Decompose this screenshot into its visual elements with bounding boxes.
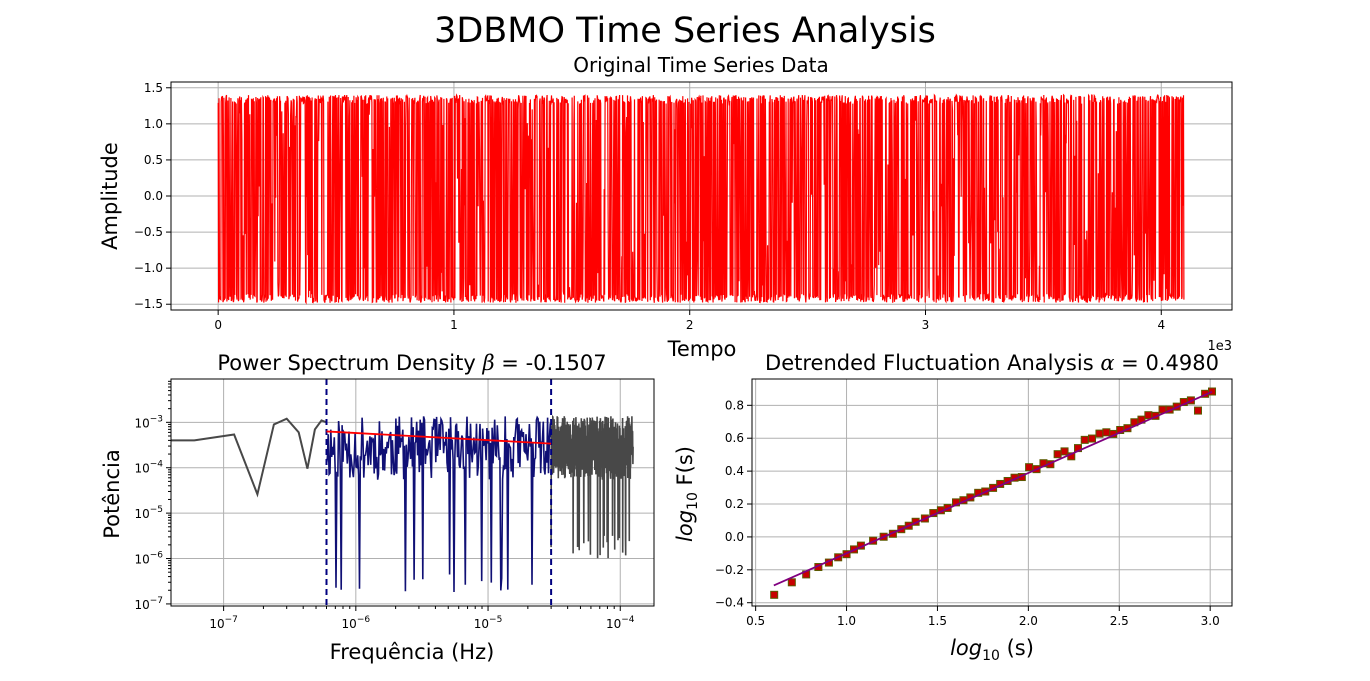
ts-xtick-label: 0 [214, 318, 222, 332]
time-series-title: Original Time Series Data [573, 53, 829, 77]
psd-fit-line [326, 430, 552, 445]
psd-ytick-label: 10−6 [134, 551, 163, 567]
psd-title: Power Spectrum Density β = -0.1507 [217, 351, 606, 375]
ts-ytick-label: −1.5 [134, 297, 163, 311]
psd-xtick-label: 10−7 [209, 615, 238, 631]
ts-ytick-label: 1.5 [144, 81, 163, 95]
dfa-grid [752, 379, 1232, 606]
psd-panel: Power Spectrum Density β = -0.1507 10−7 1… [100, 351, 655, 664]
dfa-title: Detrended Fluctuation Analysis α = 0.498… [765, 351, 1219, 375]
ts-ytick-label: 0.0 [144, 189, 163, 203]
psd-xtick-label: 10−5 [474, 615, 503, 631]
dfa-ytick-label: 0.6 [725, 431, 744, 445]
psd-xtick-label: 10−4 [606, 615, 635, 631]
dfa-marker [787, 578, 796, 587]
time-series-panel: Original Time Series Data 0 1 2 3 4 −1.5 −1.0 −… [98, 53, 1233, 361]
dfa-frame [751, 378, 1233, 607]
dfa-xtick-label: 0.5 [746, 614, 765, 628]
dfa-xtick-label: 2.0 [1019, 614, 1038, 628]
dfa-ylabel: log10 F(s) [673, 446, 701, 542]
ts-ytick-label: −1.0 [134, 261, 163, 275]
dfa-ytick-label: 0.0 [725, 530, 744, 544]
dfa-marker [1144, 411, 1153, 420]
dfa-marker [1194, 406, 1202, 415]
psd-fit-range-line [325, 415, 552, 593]
psd-ytick-label: 10−5 [134, 505, 163, 521]
dfa-xtick-label: 3.0 [1201, 614, 1220, 628]
dfa-xlabel: log10 (s) [950, 636, 1034, 664]
psd-lines [171, 379, 634, 606]
time-series-offset-text: 1e3 [1207, 339, 1232, 354]
dfa-xtick-label: 1.5 [928, 614, 947, 628]
psd-xlabel: Frequência (Hz) [330, 640, 495, 664]
dfa-ytick-label: 0.4 [725, 464, 744, 478]
psd-highfreq-line [550, 414, 634, 559]
dfa-marker [1088, 434, 1096, 443]
figure-suptitle: 3DBMO Time Series Analysis [434, 11, 936, 51]
dfa-ticks: 0.5 1.0 1.5 2.0 2.5 3.0 −0.4 −0.2 0.0 0.2 0.4 0.6 0.… [715, 398, 1220, 628]
time-series-ticks: 0 1 2 3 4 −1.5 −1.0 −0.5 0.0 0.5 1.0 1.5 [134, 81, 1165, 332]
time-series-ylabel: Amplitude [98, 142, 122, 250]
ts-ytick-label: 1.0 [144, 117, 163, 131]
psd-ytick-label: 10−4 [134, 460, 163, 476]
psd-ytick-label: 10−3 [134, 414, 163, 430]
dfa-marker [1053, 450, 1062, 459]
dfa-panel: Detrended Fluctuation Analysis α = 0.498… [673, 351, 1233, 664]
dfa-marker [1095, 429, 1104, 438]
dfa-markers [770, 387, 1216, 599]
dfa-ytick-label: 0.8 [725, 398, 744, 412]
ts-ytick-label: 0.5 [144, 153, 163, 167]
dfa-ytick-label: 0.2 [725, 497, 744, 511]
dfa-marker [1208, 387, 1216, 396]
dfa-ytick-label: −0.4 [715, 596, 744, 610]
psd-grid [171, 379, 654, 606]
psd-ticks: 10−7 10−6 10−5 10−4 10−7 10−6 10−5 10−4 10−3 [134, 380, 635, 631]
psd-ylabel: Potência [100, 449, 124, 538]
dfa-marker [1102, 428, 1111, 437]
psd-ytick-label: 10−7 [134, 596, 163, 612]
psd-xtick-label: 10−6 [342, 615, 371, 631]
ts-xtick-label: 1 [450, 318, 458, 332]
ts-ytick-label: −0.5 [134, 225, 163, 239]
time-series-line [217, 93, 1185, 305]
dfa-fit-line [773, 391, 1213, 587]
dfa-ytick-label: −0.2 [715, 563, 744, 577]
time-series-xlabel: Tempo [667, 337, 737, 361]
dfa-marker [1080, 435, 1089, 444]
psd-frame [170, 378, 655, 607]
dfa-marker [1025, 463, 1034, 472]
ts-xtick-label: 4 [1157, 318, 1165, 332]
psd-lowfreq-line [171, 417, 327, 498]
dfa-xtick-label: 1.0 [837, 614, 856, 628]
ts-xtick-label: 3 [922, 318, 930, 332]
ts-series-line [217, 93, 1185, 305]
dfa-marker [1060, 447, 1069, 456]
dfa-xtick-label: 2.5 [1110, 614, 1129, 628]
ts-xtick-label: 2 [686, 318, 694, 332]
dfa-marker [770, 590, 779, 599]
